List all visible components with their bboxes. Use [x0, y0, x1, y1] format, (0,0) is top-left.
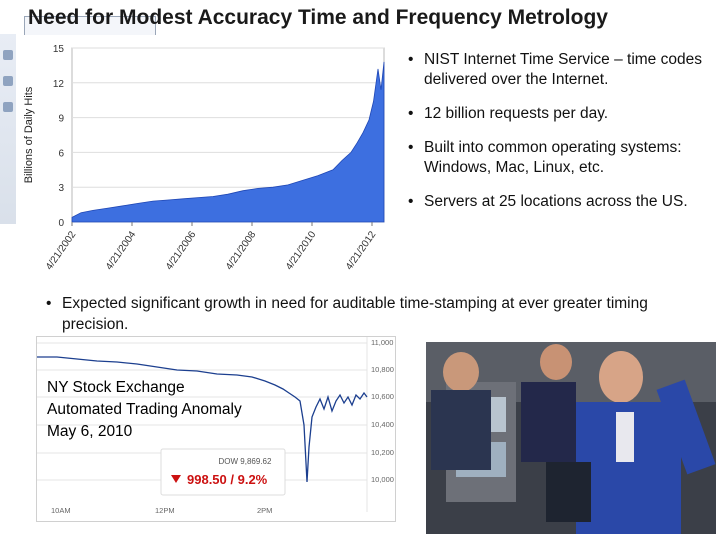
- x-tick-label: 4/21/2012: [344, 229, 379, 272]
- photo-traders-icon: [426, 342, 716, 534]
- x-tick: 12PM: [155, 506, 175, 515]
- x-tick-label: 4/21/2010: [284, 229, 319, 272]
- stock-caption: NY Stock Exchange Automated Trading Anom…: [47, 377, 242, 443]
- bullet-list: NIST Internet Time Service – time codes …: [408, 50, 714, 226]
- toolbar-icon: [3, 102, 13, 112]
- bullet-item: Expected significant growth in need for …: [46, 293, 666, 335]
- bullet-item: NIST Internet Time Service – time codes …: [408, 50, 714, 90]
- hits-area: [71, 61, 385, 223]
- x-tick-label: 4/21/2006: [164, 229, 199, 272]
- y-tick-label: 3: [58, 183, 64, 194]
- y-tick: 10,400: [371, 420, 394, 429]
- y-tick-label: 0: [58, 218, 64, 229]
- y-tick: 10,000: [371, 475, 394, 484]
- window-title-strip: [24, 16, 156, 35]
- x-tick-label: 4/21/2008: [224, 229, 259, 272]
- dow-drop-callout: DOW 9,869.62 998.50 / 9.2%: [160, 448, 286, 496]
- x-tick: 2PM: [257, 506, 272, 515]
- daily-hits-chart: 0 3 6 9 12 15 4/21/2002 4/21/2004 4/21/2006 4/21/…: [23, 44, 385, 272]
- bullet-item: 12 billion requests per day.: [408, 104, 714, 124]
- y-tick-label: 15: [53, 44, 65, 55]
- caption-line: May 6, 2010: [47, 423, 133, 440]
- y-tick: 10,800: [371, 365, 394, 374]
- x-tick-label: 4/21/2004: [104, 229, 139, 272]
- y-tick: 10,200: [371, 448, 394, 457]
- drop-value: 998.50 / 9.2%: [187, 472, 268, 487]
- caption-line: Automated Trading Anomaly: [47, 401, 242, 418]
- toolbar-icon: [3, 76, 13, 86]
- x-tick-label: 4/21/2002: [44, 229, 79, 272]
- app-toolbar-strip: [0, 34, 16, 224]
- x-tick: 10AM: [51, 506, 71, 515]
- y-axis-label: Billions of Daily Hits: [23, 86, 35, 183]
- dow-label: DOW 9,869.62: [219, 457, 272, 466]
- y-tick-label: 12: [53, 79, 65, 90]
- toolbar-icon: [3, 50, 13, 60]
- down-triangle-icon: [171, 475, 181, 483]
- stock-anomaly-panel: 11,000 10,800 10,600 10,400 10,200 10,00…: [36, 336, 396, 522]
- dow-price-line: [37, 356, 368, 483]
- caption-line: NY Stock Exchange: [47, 379, 185, 396]
- y-tick-label: 6: [58, 148, 64, 159]
- bullet-item: Servers at 25 locations across the US.: [408, 192, 714, 212]
- y-tick: 10,600: [371, 392, 394, 401]
- dow-intraday-chart: 11,000 10,800 10,600 10,400 10,200 10,00…: [37, 337, 394, 515]
- slide-title: Need for Modest Accuracy Time and Freque…: [28, 6, 608, 29]
- y-tick: 11,000: [371, 338, 393, 347]
- wide-bullet: Expected significant growth in need for …: [46, 293, 666, 335]
- bullet-item: Built into common operating systems: Win…: [408, 138, 714, 178]
- y-tick-label: 9: [58, 114, 64, 125]
